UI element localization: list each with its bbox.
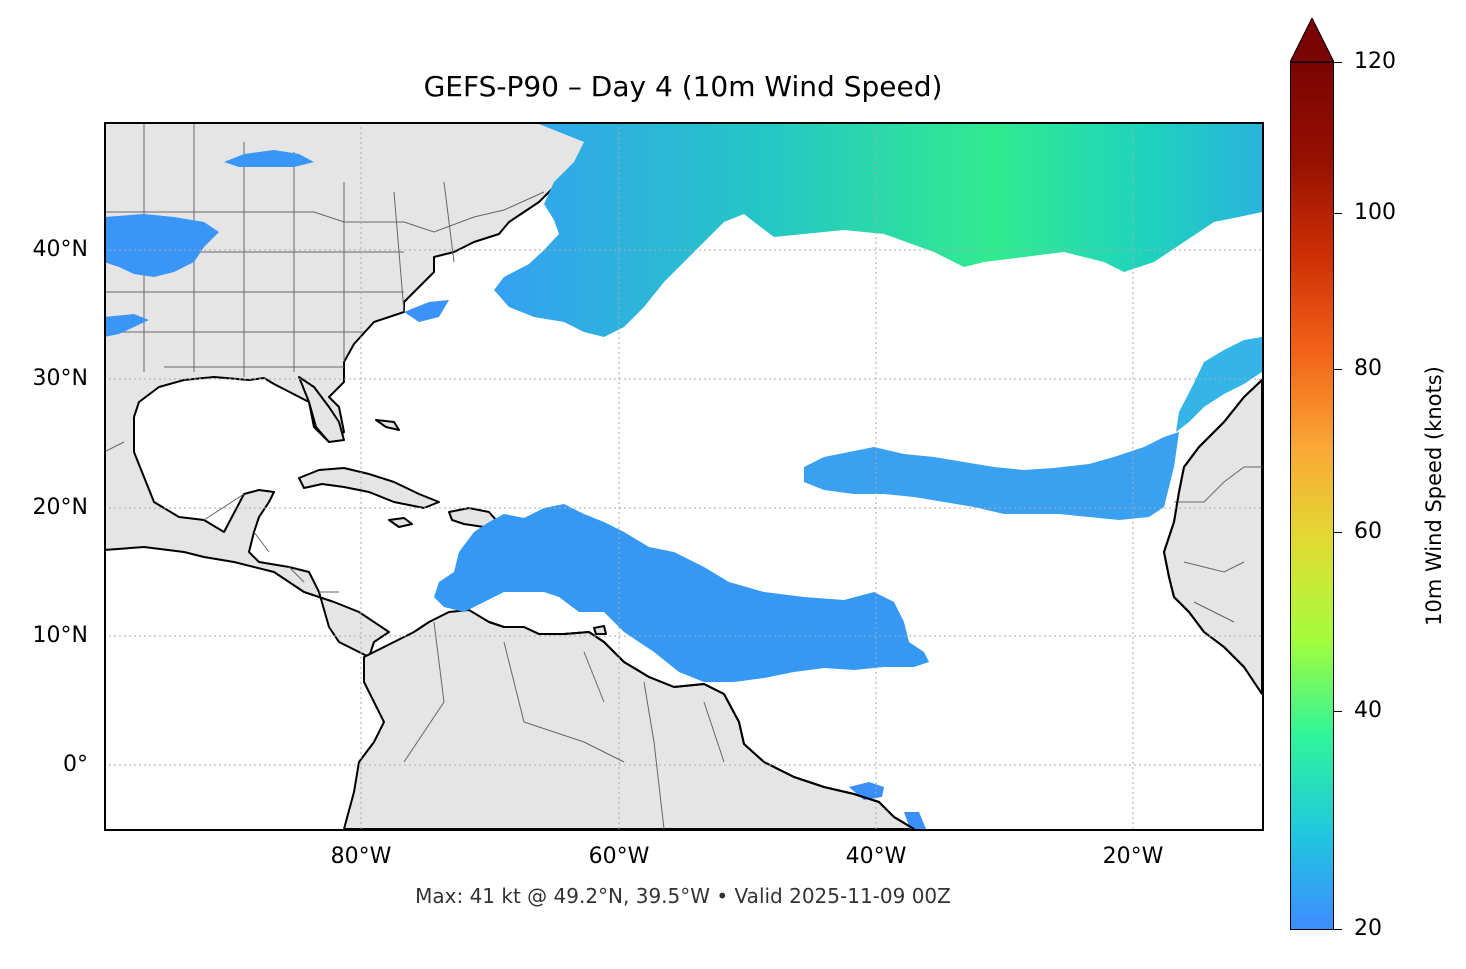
africa-coastline	[1163, 379, 1262, 695]
colorbar-extend-arrow	[1290, 18, 1334, 63]
lon-label-60w: 60°W	[588, 844, 650, 869]
colorbar-tick-60	[1334, 532, 1342, 533]
africa-borders	[1174, 466, 1262, 623]
map-title: GEFS-P90 – Day 4 (10m Wind Speed)	[423, 70, 943, 103]
colorbar-tick-80	[1334, 369, 1342, 370]
colorbar-tick-40	[1334, 711, 1342, 712]
colorbar-tick-100	[1334, 213, 1342, 214]
lat-label-30n: 30°N	[32, 366, 88, 391]
south-america-borders	[403, 621, 725, 829]
graticule	[104, 122, 1262, 829]
colorbar	[1290, 62, 1334, 930]
colorbar-tick-20	[1334, 929, 1342, 930]
colorbar-title: 10m Wind Speed (knots)	[1422, 366, 1446, 626]
south-america-coastline	[488, 621, 915, 829]
colorbar-label-20: 20	[1354, 916, 1382, 941]
bahamas-island	[375, 419, 400, 431]
trinidad-island	[593, 625, 607, 635]
colorbar-tick-120	[1334, 62, 1342, 63]
cuba-island	[298, 467, 440, 509]
colorbar-label-120: 120	[1354, 49, 1396, 74]
subtropical-wind-region	[804, 432, 1179, 520]
us-state-lines-2	[104, 251, 404, 368]
lat-label-0: 0°	[63, 752, 88, 777]
lon-label-40w: 40°W	[845, 844, 907, 869]
map-footer: Max: 41 kt @ 49.2°N, 39.5°W • Valid 2025…	[415, 884, 951, 908]
us-canada-border	[104, 191, 545, 233]
jamaica-island	[388, 517, 413, 528]
lon-label-80w: 80°W	[330, 844, 392, 869]
colorbar-label-100: 100	[1354, 200, 1396, 225]
canary-wind-region	[1176, 337, 1262, 432]
map-panel	[104, 122, 1262, 829]
caribbean-wind-region	[434, 504, 929, 682]
map-svg	[104, 122, 1262, 829]
jet-wind-region	[494, 122, 1262, 337]
brazil-coast-wind-region	[849, 782, 926, 829]
florida-peninsula	[298, 376, 345, 443]
mexico-border	[104, 441, 245, 521]
colorbar-label-60: 60	[1354, 519, 1382, 544]
lat-label-40n: 40°N	[32, 237, 88, 262]
colorbar-label-40: 40	[1354, 698, 1382, 723]
wind-layer	[104, 122, 1262, 829]
lat-label-10n: 10°N	[32, 623, 88, 648]
lat-label-20n: 20°N	[32, 495, 88, 520]
coastline-layer	[488, 379, 1262, 829]
us-east-coast-wind-region	[404, 300, 449, 322]
colorbar-label-80: 80	[1354, 356, 1382, 381]
central-america-borders	[253, 531, 339, 593]
lon-label-20w: 20°W	[1102, 844, 1164, 869]
central-us-wind-region	[104, 150, 314, 337]
